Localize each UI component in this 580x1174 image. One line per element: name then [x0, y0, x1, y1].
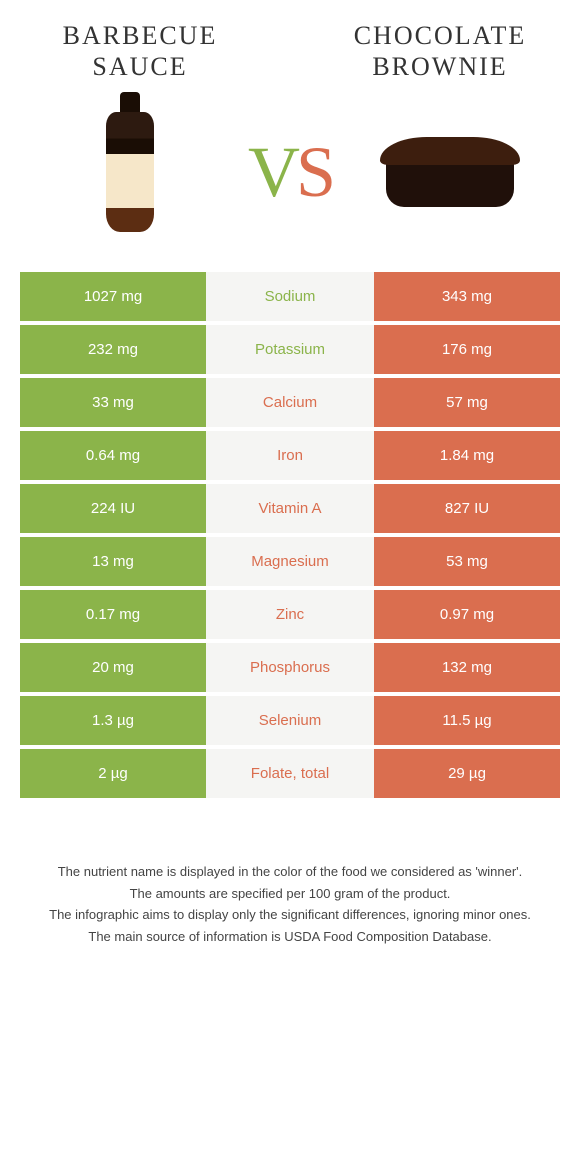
nutrient-name: Vitamin A — [206, 484, 374, 533]
nutrient-name: Iron — [206, 431, 374, 480]
left-value: 20 mg — [20, 643, 206, 692]
nutrient-name: Phosphorus — [206, 643, 374, 692]
table-row: 232 mgPotassium176 mg — [20, 325, 560, 378]
right-food-image — [380, 102, 520, 242]
left-value: 33 mg — [20, 378, 206, 427]
right-value: 29 µg — [374, 749, 560, 798]
footnote: The nutrient name is displayed in the co… — [0, 832, 580, 988]
bbq-bottle-icon — [106, 112, 154, 232]
footnote-line: The infographic aims to display only the… — [30, 905, 550, 925]
right-value: 0.97 mg — [374, 590, 560, 639]
left-value: 2 µg — [20, 749, 206, 798]
table-row: 13 mgMagnesium53 mg — [20, 537, 560, 590]
left-value: 1.3 µg — [20, 696, 206, 745]
right-value: 53 mg — [374, 537, 560, 586]
left-food-image — [60, 102, 200, 242]
right-food-title: Chocolate brownie — [340, 20, 540, 82]
table-row: 224 IUVitamin A827 IU — [20, 484, 560, 537]
left-value: 232 mg — [20, 325, 206, 374]
nutrient-name: Calcium — [206, 378, 374, 427]
footnote-line: The main source of information is USDA F… — [30, 927, 550, 947]
vs-s: S — [296, 132, 332, 212]
nutrient-name: Potassium — [206, 325, 374, 374]
right-value: 176 mg — [374, 325, 560, 374]
vs-v: V — [248, 132, 296, 212]
table-row: 20 mgPhosphorus132 mg — [20, 643, 560, 696]
table-row: 2 µgFolate, total29 µg — [20, 749, 560, 802]
right-value: 57 mg — [374, 378, 560, 427]
images-row: VS — [0, 92, 580, 272]
table-row: 0.64 mgIron1.84 mg — [20, 431, 560, 484]
nutrient-name: Magnesium — [206, 537, 374, 586]
nutrient-name: Folate, total — [206, 749, 374, 798]
brownie-icon — [380, 137, 520, 207]
nutrient-name: Zinc — [206, 590, 374, 639]
infographic: Barbecue sauce Chocolate brownie VS 1027… — [0, 0, 580, 988]
footnote-line: The nutrient name is displayed in the co… — [30, 862, 550, 882]
left-value: 13 mg — [20, 537, 206, 586]
table-row: 0.17 mgZinc0.97 mg — [20, 590, 560, 643]
header: Barbecue sauce Chocolate brownie — [0, 0, 580, 92]
footnote-line: The amounts are specified per 100 gram o… — [30, 884, 550, 904]
right-value: 1.84 mg — [374, 431, 560, 480]
table-row: 33 mgCalcium57 mg — [20, 378, 560, 431]
right-value: 132 mg — [374, 643, 560, 692]
vs-label: VS — [248, 131, 332, 214]
nutrient-name: Selenium — [206, 696, 374, 745]
nutrient-table: 1027 mgSodium343 mg232 mgPotassium176 mg… — [20, 272, 560, 802]
left-value: 224 IU — [20, 484, 206, 533]
left-value: 0.64 mg — [20, 431, 206, 480]
left-value: 1027 mg — [20, 272, 206, 321]
right-value: 343 mg — [374, 272, 560, 321]
left-value: 0.17 mg — [20, 590, 206, 639]
table-row: 1.3 µgSelenium11.5 µg — [20, 696, 560, 749]
right-value: 827 IU — [374, 484, 560, 533]
table-row: 1027 mgSodium343 mg — [20, 272, 560, 325]
nutrient-name: Sodium — [206, 272, 374, 321]
right-value: 11.5 µg — [374, 696, 560, 745]
left-food-title: Barbecue sauce — [40, 20, 240, 82]
